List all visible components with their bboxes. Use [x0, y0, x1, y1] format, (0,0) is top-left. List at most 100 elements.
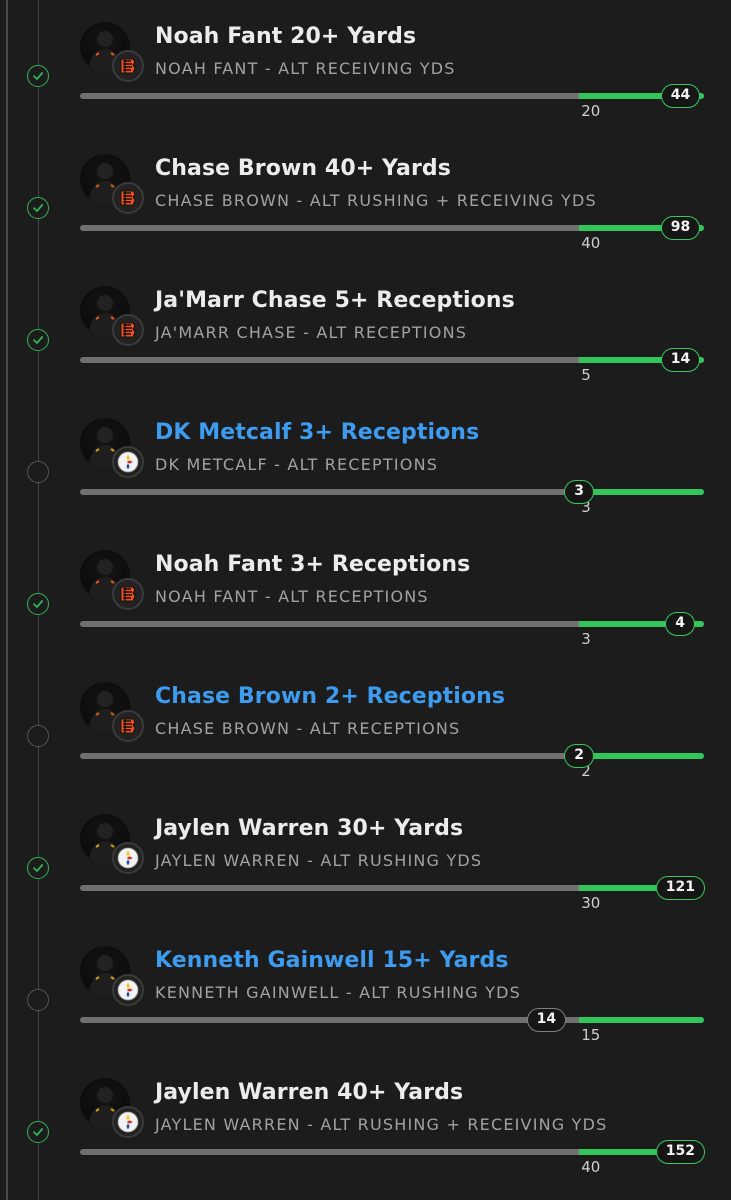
progress-fill	[579, 753, 704, 759]
target-value: 2	[581, 762, 591, 780]
leg-title[interactable]: Noah Fant 20+ Yards	[155, 24, 417, 49]
progress-track	[80, 885, 704, 891]
actual-value-badge: 2	[564, 744, 594, 768]
status-won-icon	[27, 593, 49, 615]
leg-subtitle: NOAH FANT - ALT RECEPTIONS	[155, 587, 429, 606]
actual-value-badge: 152	[655, 1140, 706, 1164]
progress-track	[80, 753, 704, 759]
progress-track	[80, 621, 704, 627]
team-logo	[112, 974, 144, 1006]
leg-title[interactable]: DK Metcalf 3+ Receptions	[155, 420, 480, 445]
leg-row[interactable]: Jaylen Warren 40+ Yards JAYLEN WARREN - …	[0, 1056, 731, 1188]
progress-track	[80, 489, 704, 495]
bengals-logo-icon	[120, 58, 136, 74]
progress-track	[80, 1017, 704, 1023]
status-open-icon	[27, 725, 49, 747]
actual-value-badge: 98	[660, 216, 701, 240]
progress-track	[80, 93, 704, 99]
left-edge-divider	[6, 0, 8, 1200]
target-value: 40	[581, 1158, 601, 1176]
status-won-icon	[27, 857, 49, 879]
actual-value-badge: 14	[660, 348, 701, 372]
leg-row[interactable]: Chase Brown 40+ Yards CHASE BROWN - ALT …	[0, 132, 731, 264]
team-logo	[112, 314, 144, 346]
bengals-logo-icon	[120, 718, 136, 734]
actual-value-badge: 121	[655, 876, 706, 900]
target-value: 20	[581, 102, 601, 120]
leg-title[interactable]: Chase Brown 2+ Receptions	[155, 684, 506, 709]
check-icon	[33, 204, 44, 212]
progress-fill	[579, 225, 704, 231]
check-icon	[33, 864, 44, 872]
actual-value-badge: 3	[564, 480, 594, 504]
leg-title[interactable]: Jaylen Warren 40+ Yards	[155, 1080, 464, 1105]
leg-subtitle: JA'MARR CHASE - ALT RECEPTIONS	[155, 323, 468, 342]
leg-title[interactable]: Kenneth Gainwell 15+ Yards	[155, 948, 509, 973]
status-open-icon	[27, 461, 49, 483]
leg-subtitle: NOAH FANT - ALT RECEIVING YDS	[155, 59, 456, 78]
actual-value-badge: 14	[526, 1008, 567, 1032]
status-won-icon	[27, 1121, 49, 1143]
leg-subtitle: DK METCALF - ALT RECEPTIONS	[155, 455, 439, 474]
progress-fill	[579, 357, 704, 363]
player-avatar	[80, 814, 130, 864]
team-logo	[112, 446, 144, 478]
status-won-icon	[27, 65, 49, 87]
player-avatar	[80, 22, 130, 72]
progress-track	[80, 225, 704, 231]
steelers-logo-icon	[117, 1111, 139, 1133]
progress-fill	[579, 885, 704, 891]
check-icon	[33, 1128, 44, 1136]
leg-row[interactable]: Noah Fant 3+ Receptions NOAH FANT - ALT …	[0, 528, 731, 660]
leg-subtitle: JAYLEN WARREN - ALT RUSHING + RECEIVING …	[155, 1115, 608, 1134]
leg-subtitle: CHASE BROWN - ALT RUSHING + RECEIVING YD…	[155, 191, 597, 210]
bengals-logo-icon	[120, 190, 136, 206]
leg-row[interactable]: Ja'Marr Chase 5+ Receptions JA'MARR CHAS…	[0, 264, 731, 396]
team-logo	[112, 578, 144, 610]
leg-title[interactable]: Jaylen Warren 30+ Yards	[155, 816, 464, 841]
leg-title[interactable]: Noah Fant 3+ Receptions	[155, 552, 471, 577]
target-value: 40	[581, 234, 601, 252]
status-won-icon	[27, 329, 49, 351]
check-icon	[33, 72, 44, 80]
target-value: 3	[581, 630, 591, 648]
check-icon	[33, 600, 44, 608]
leg-subtitle: CHASE BROWN - ALT RECEPTIONS	[155, 719, 461, 738]
leg-row[interactable]: Jaylen Warren 30+ Yards JAYLEN WARREN - …	[0, 792, 731, 924]
progress-fill	[579, 93, 704, 99]
bengals-logo-icon	[120, 586, 136, 602]
target-value: 3	[581, 498, 591, 516]
leg-row[interactable]: Chase Brown 2+ Receptions CHASE BROWN - …	[0, 660, 731, 792]
leg-subtitle: KENNETH GAINWELL - ALT RUSHING YDS	[155, 983, 522, 1002]
steelers-logo-icon	[117, 451, 139, 473]
leg-row[interactable]: DK Metcalf 3+ Receptions DK METCALF - AL…	[0, 396, 731, 528]
progress-fill	[579, 1149, 704, 1155]
leg-row[interactable]: Noah Fant 20+ Yards NOAH FANT - ALT RECE…	[0, 0, 731, 132]
target-value: 15	[581, 1026, 601, 1044]
target-value: 30	[581, 894, 601, 912]
status-won-icon	[27, 197, 49, 219]
target-value: 5	[581, 366, 591, 384]
leg-row[interactable]: Kenneth Gainwell 15+ Yards KENNETH GAINW…	[0, 924, 731, 1056]
check-icon	[33, 336, 44, 344]
progress-track	[80, 1149, 704, 1155]
team-logo	[112, 182, 144, 214]
team-logo	[112, 842, 144, 874]
leg-title[interactable]: Ja'Marr Chase 5+ Receptions	[155, 288, 515, 313]
actual-value-badge: 4	[665, 612, 696, 636]
team-logo	[112, 1106, 144, 1138]
bengals-logo-icon	[120, 322, 136, 338]
team-logo	[112, 710, 144, 742]
progress-fill	[579, 489, 704, 495]
progress-fill	[579, 1017, 704, 1023]
progress-fill	[579, 621, 704, 627]
leg-title[interactable]: Chase Brown 40+ Yards	[155, 156, 451, 181]
leg-subtitle: JAYLEN WARREN - ALT RUSHING YDS	[155, 851, 483, 870]
steelers-logo-icon	[117, 847, 139, 869]
status-open-icon	[27, 989, 49, 1011]
steelers-logo-icon	[117, 979, 139, 1001]
progress-track	[80, 357, 704, 363]
actual-value-badge: 44	[660, 84, 701, 108]
team-logo	[112, 50, 144, 82]
